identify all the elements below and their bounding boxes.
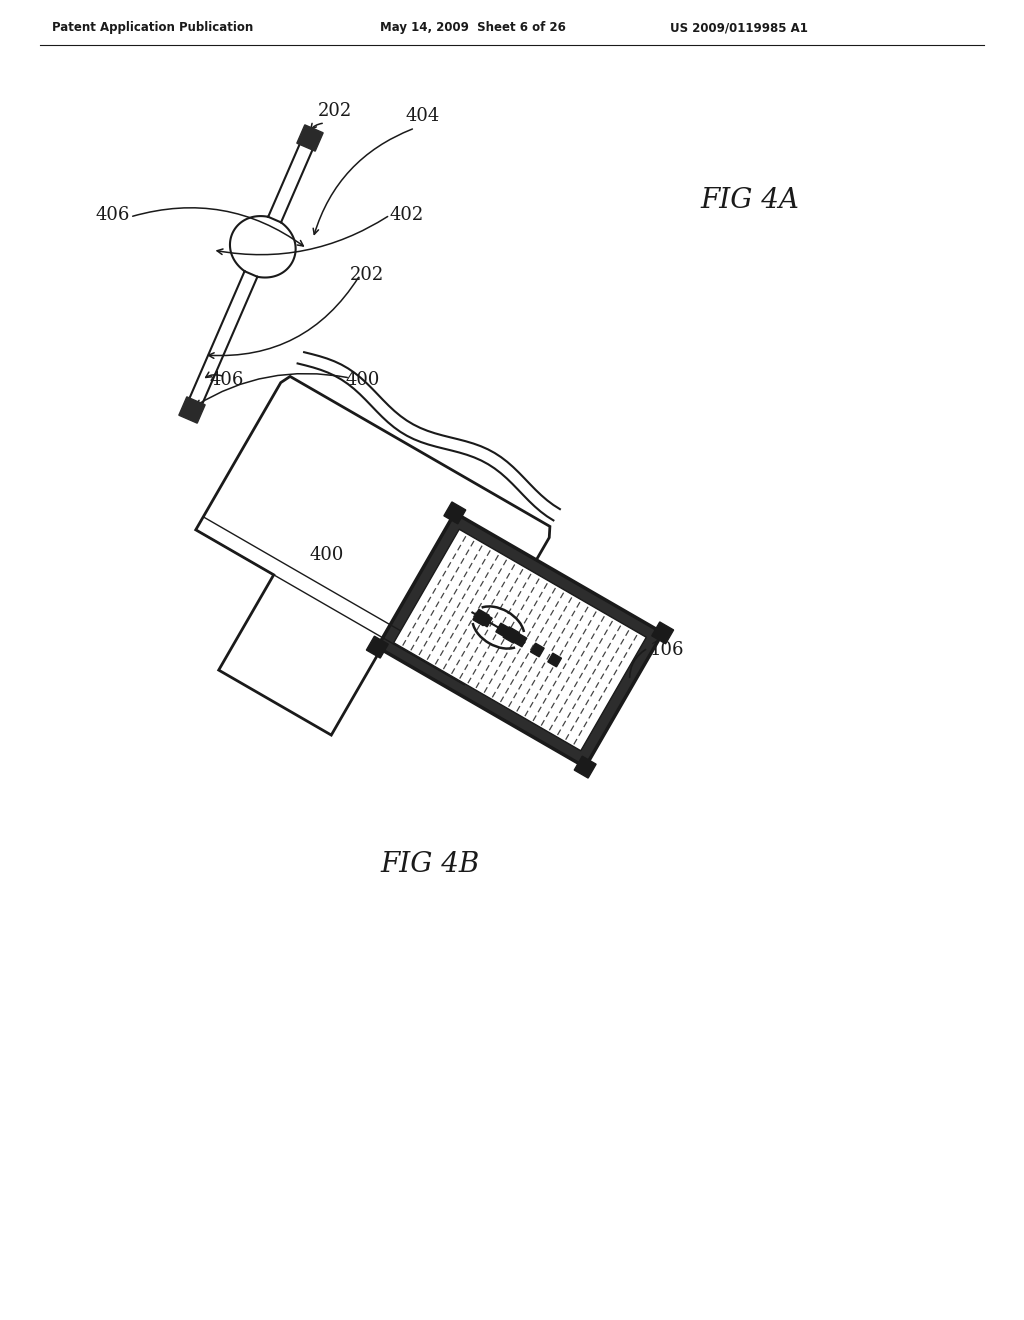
Polygon shape [496, 623, 510, 636]
Polygon shape [297, 125, 324, 152]
Polygon shape [503, 627, 519, 643]
Text: Patent Application Publication: Patent Application Publication [52, 21, 253, 34]
Polygon shape [574, 756, 596, 777]
Text: FIG 4A: FIG 4A [700, 186, 799, 214]
Polygon shape [473, 610, 489, 626]
Text: FIG 4B: FIG 4B [380, 851, 479, 879]
Polygon shape [367, 636, 388, 659]
Text: US 2009/0119985 A1: US 2009/0119985 A1 [670, 21, 808, 34]
Text: 406: 406 [95, 206, 129, 224]
Polygon shape [443, 502, 466, 524]
Polygon shape [513, 634, 526, 647]
Polygon shape [393, 529, 646, 751]
Polygon shape [530, 643, 544, 657]
Text: 106: 106 [650, 642, 684, 659]
Text: 202: 202 [350, 267, 384, 284]
Text: 402: 402 [390, 206, 424, 224]
Polygon shape [196, 376, 550, 735]
Text: May 14, 2009  Sheet 6 of 26: May 14, 2009 Sheet 6 of 26 [380, 21, 566, 34]
Polygon shape [548, 653, 561, 667]
Polygon shape [179, 397, 205, 424]
Text: 404: 404 [406, 107, 439, 125]
Text: 400: 400 [345, 371, 379, 389]
Polygon shape [651, 622, 674, 644]
Polygon shape [377, 513, 663, 767]
Polygon shape [478, 614, 493, 627]
Text: 202: 202 [318, 102, 352, 120]
Text: 400: 400 [310, 546, 344, 564]
Text: 406: 406 [210, 371, 245, 389]
